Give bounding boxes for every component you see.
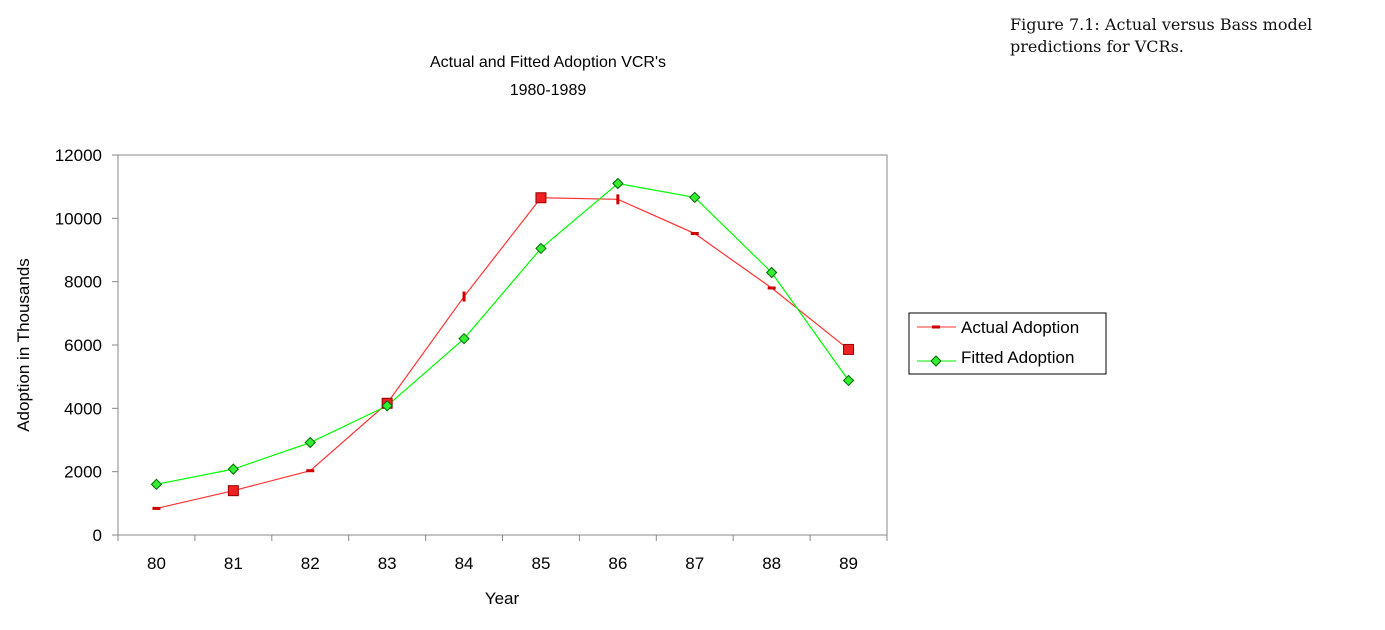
x-axis-label: Year <box>485 589 520 608</box>
x-tick-label: 89 <box>839 554 858 573</box>
actual-point <box>227 485 239 497</box>
fitted-point <box>458 332 470 345</box>
chart-title: Actual and Fitted Adoption VCR's <box>430 54 666 71</box>
legend-label-actual: Actual Adoption <box>961 318 1079 337</box>
x-tick-label: 82 <box>301 554 320 573</box>
y-tick-label: 2000 <box>64 463 102 482</box>
x-tick-label: 84 <box>455 554 474 573</box>
actual-point <box>306 469 315 473</box>
fitted-point <box>381 400 393 412</box>
x-tick-label: 80 <box>147 554 166 573</box>
series-line-fitted <box>156 182 850 485</box>
series-line-actual <box>156 197 849 509</box>
actual-point <box>767 286 776 290</box>
y-tick-label: 12000 <box>55 146 102 165</box>
x-tick-label: 86 <box>608 554 627 573</box>
y-tick-label: 4000 <box>64 399 102 418</box>
legend-box <box>908 312 1107 375</box>
figure-caption: Figure 7.1: Actual versus Bass model pre… <box>1010 15 1313 56</box>
y-tick-label: 10000 <box>55 209 102 228</box>
actual-point <box>462 291 466 302</box>
fitted-point <box>227 463 240 475</box>
x-tick-label: 83 <box>378 554 397 573</box>
fitted-point <box>612 177 624 190</box>
x-tick-label: 88 <box>762 554 781 573</box>
plot-area <box>117 154 888 536</box>
actual-point <box>690 232 699 236</box>
actual-point <box>535 192 547 204</box>
y-tick-label: 8000 <box>64 273 102 292</box>
y-axis-label: Adoption in Thousands <box>14 258 33 432</box>
series-layer <box>150 177 855 510</box>
fitted-point <box>304 436 316 449</box>
fitted-point <box>150 478 163 491</box>
fitted-point <box>842 374 855 387</box>
chart-subtitle: 1980-1989 <box>510 82 587 99</box>
x-axis: 80 81 82 83 84 85 86 87 88 89 <box>117 535 888 573</box>
actual-point <box>616 194 620 205</box>
y-tick-label: 0 <box>93 526 102 545</box>
fitted-point <box>535 242 547 255</box>
x-tick-label: 81 <box>224 554 243 573</box>
actual-point <box>843 343 855 355</box>
legend-marker-fitted <box>930 355 942 367</box>
y-axis: 0 2000 4000 6000 8000 10000 12000 <box>55 146 118 545</box>
y-tick-label: 6000 <box>64 336 102 355</box>
fitted-point <box>689 191 701 204</box>
legend: Actual Adoption Fitted Adoption <box>908 312 1107 375</box>
x-tick-label: 87 <box>685 554 704 573</box>
legend-label-fitted: Fitted Adoption <box>961 348 1074 367</box>
fitted-point <box>765 266 778 279</box>
actual-point <box>152 506 161 510</box>
x-tick-label: 85 <box>531 554 550 573</box>
legend-marker-actual <box>932 325 940 329</box>
